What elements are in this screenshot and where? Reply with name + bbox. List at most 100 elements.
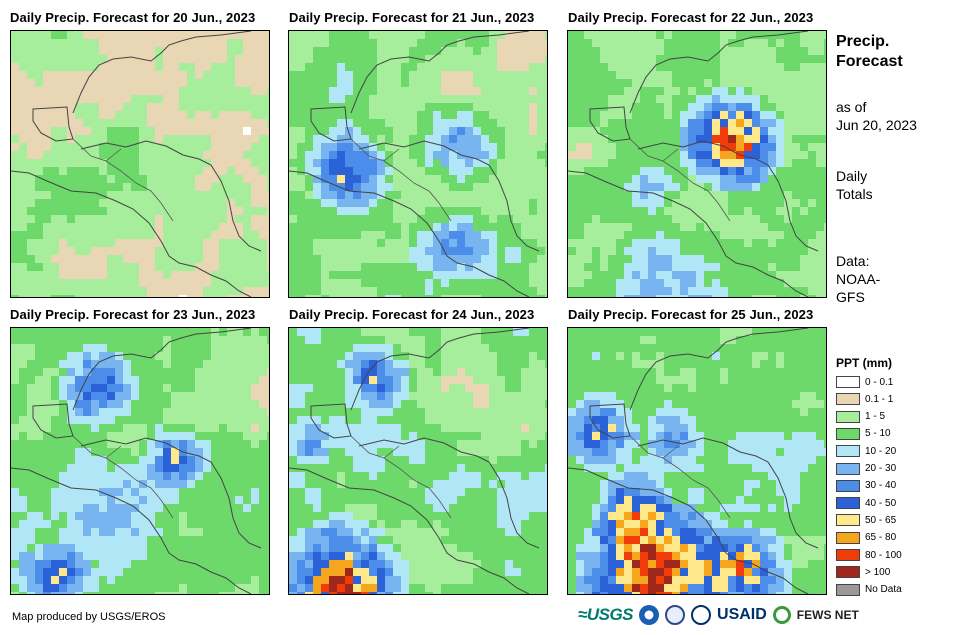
legend-label: 80 - 100 bbox=[865, 549, 902, 561]
legend-item: > 100 bbox=[836, 564, 890, 580]
precip-map-4 bbox=[11, 328, 269, 594]
panel-title-3: Daily Precip. Forecast for 22 Jun., 2023 bbox=[568, 10, 814, 25]
coastline bbox=[72, 31, 252, 114]
precip-field bbox=[568, 328, 826, 594]
legend-swatch bbox=[836, 514, 860, 527]
legend-label: No Data bbox=[865, 584, 902, 596]
legend-item: 0.1 - 1 bbox=[836, 391, 893, 407]
map-panel-5 bbox=[288, 327, 548, 595]
coastline bbox=[80, 437, 262, 549]
side-source-line3: GFS bbox=[836, 289, 865, 305]
legend-item: 1 - 5 bbox=[836, 409, 885, 425]
side-title-line2: Forecast bbox=[836, 53, 903, 70]
fews-net-logo: FEWS NET bbox=[796, 608, 859, 622]
coastline bbox=[310, 106, 352, 142]
precip-map-6 bbox=[568, 328, 826, 594]
coastline bbox=[629, 328, 809, 411]
coastline bbox=[32, 106, 74, 142]
map-panel-4 bbox=[10, 327, 270, 595]
legend-swatch bbox=[836, 376, 860, 388]
legend-label: 40 - 50 bbox=[865, 497, 897, 509]
coastline bbox=[589, 403, 631, 439]
coastline bbox=[350, 31, 530, 114]
map-panel-2 bbox=[288, 30, 548, 298]
side-totals-line2: Totals bbox=[836, 186, 873, 202]
coastline bbox=[568, 467, 809, 594]
precip-map-3 bbox=[568, 31, 826, 297]
legend-label: 0.1 - 1 bbox=[865, 393, 894, 405]
legend-swatch bbox=[836, 410, 860, 423]
coastline bbox=[289, 467, 530, 594]
legend-title: PPT (mm) bbox=[836, 356, 893, 370]
legend-label: 5 - 10 bbox=[865, 428, 891, 440]
legend-label: > 100 bbox=[865, 566, 891, 578]
legend-swatch bbox=[836, 497, 860, 510]
legend-swatch bbox=[836, 566, 860, 579]
legend-swatch bbox=[836, 479, 860, 492]
country-border bbox=[629, 138, 731, 222]
side-totals-line1: Daily bbox=[836, 168, 868, 184]
coastline bbox=[637, 140, 819, 252]
legend-label: 50 - 65 bbox=[865, 514, 897, 526]
side-title-line1: Precip. bbox=[836, 33, 890, 50]
coastline bbox=[568, 170, 809, 297]
coastline bbox=[589, 106, 631, 142]
coastline bbox=[350, 328, 530, 411]
coastline bbox=[637, 437, 819, 549]
country-border bbox=[72, 138, 174, 222]
panel-title-5: Daily Precip. Forecast for 24 Jun., 2023 bbox=[289, 307, 535, 322]
panel-title-6: Daily Precip. Forecast for 25 Jun., 2023 bbox=[568, 307, 814, 322]
map-panel-6 bbox=[567, 327, 827, 595]
side-source-line1: Data: bbox=[836, 253, 870, 269]
coastline bbox=[289, 170, 530, 297]
country-border bbox=[350, 435, 452, 519]
legend-item: 80 - 100 bbox=[836, 547, 902, 563]
legend-item: 30 - 40 bbox=[836, 478, 896, 494]
precip-field bbox=[289, 31, 547, 297]
precip-map-1 bbox=[11, 31, 269, 297]
map-panel-1 bbox=[10, 30, 270, 298]
country-border bbox=[350, 138, 452, 222]
legend-item: 10 - 20 bbox=[836, 443, 896, 459]
legend-label: 1 - 5 bbox=[865, 411, 886, 423]
side-asof-line1: as of bbox=[836, 99, 867, 115]
precip-field bbox=[11, 31, 269, 297]
legend-item: 65 - 80 bbox=[836, 530, 896, 546]
legend-item: 50 - 65 bbox=[836, 512, 896, 528]
country-border bbox=[629, 435, 731, 519]
coastline bbox=[32, 403, 74, 439]
country-border bbox=[72, 435, 174, 519]
panel-title-1: Daily Precip. Forecast for 20 Jun., 2023 bbox=[10, 10, 256, 25]
nasa-logo-icon bbox=[665, 605, 686, 625]
noaa-logo-icon bbox=[639, 605, 660, 625]
legend-label: 10 - 20 bbox=[865, 445, 897, 457]
coastline bbox=[358, 437, 540, 549]
legend-item: 20 - 30 bbox=[836, 461, 896, 477]
legend-swatch bbox=[836, 549, 860, 561]
legend-label: 0 - 0.1 bbox=[865, 376, 894, 388]
side-asof-line2: Jun 20, 2023 bbox=[836, 117, 917, 133]
usaid-logo: USAID bbox=[717, 606, 767, 623]
usgs-logo: ≈USGS bbox=[578, 605, 634, 624]
precip-map-5 bbox=[289, 328, 547, 594]
precip-map-2 bbox=[289, 31, 547, 297]
coastline bbox=[310, 403, 352, 439]
legend-swatch bbox=[836, 462, 860, 475]
legend-swatch bbox=[836, 393, 860, 406]
legend-item: No Data bbox=[836, 582, 902, 598]
precip-field bbox=[11, 328, 269, 594]
coastline bbox=[11, 170, 252, 297]
coastline bbox=[11, 467, 252, 594]
coastline bbox=[629, 31, 809, 114]
usaid-seal-icon bbox=[691, 605, 712, 625]
footer-credit: Map produced by USGS/EROS bbox=[12, 611, 166, 623]
logo-strip: ≈USGS USAID FEWS NET bbox=[578, 602, 859, 628]
precip-field bbox=[568, 31, 826, 297]
legend-swatch bbox=[836, 583, 860, 596]
legend-item: 40 - 50 bbox=[836, 495, 896, 511]
legend-label: 30 - 40 bbox=[865, 480, 897, 492]
legend-label: 20 - 30 bbox=[865, 463, 897, 474]
legend-item: 5 - 10 bbox=[836, 426, 891, 442]
fews-net-icon bbox=[772, 606, 791, 624]
panel-title-4: Daily Precip. Forecast for 23 Jun., 2023 bbox=[10, 307, 256, 322]
